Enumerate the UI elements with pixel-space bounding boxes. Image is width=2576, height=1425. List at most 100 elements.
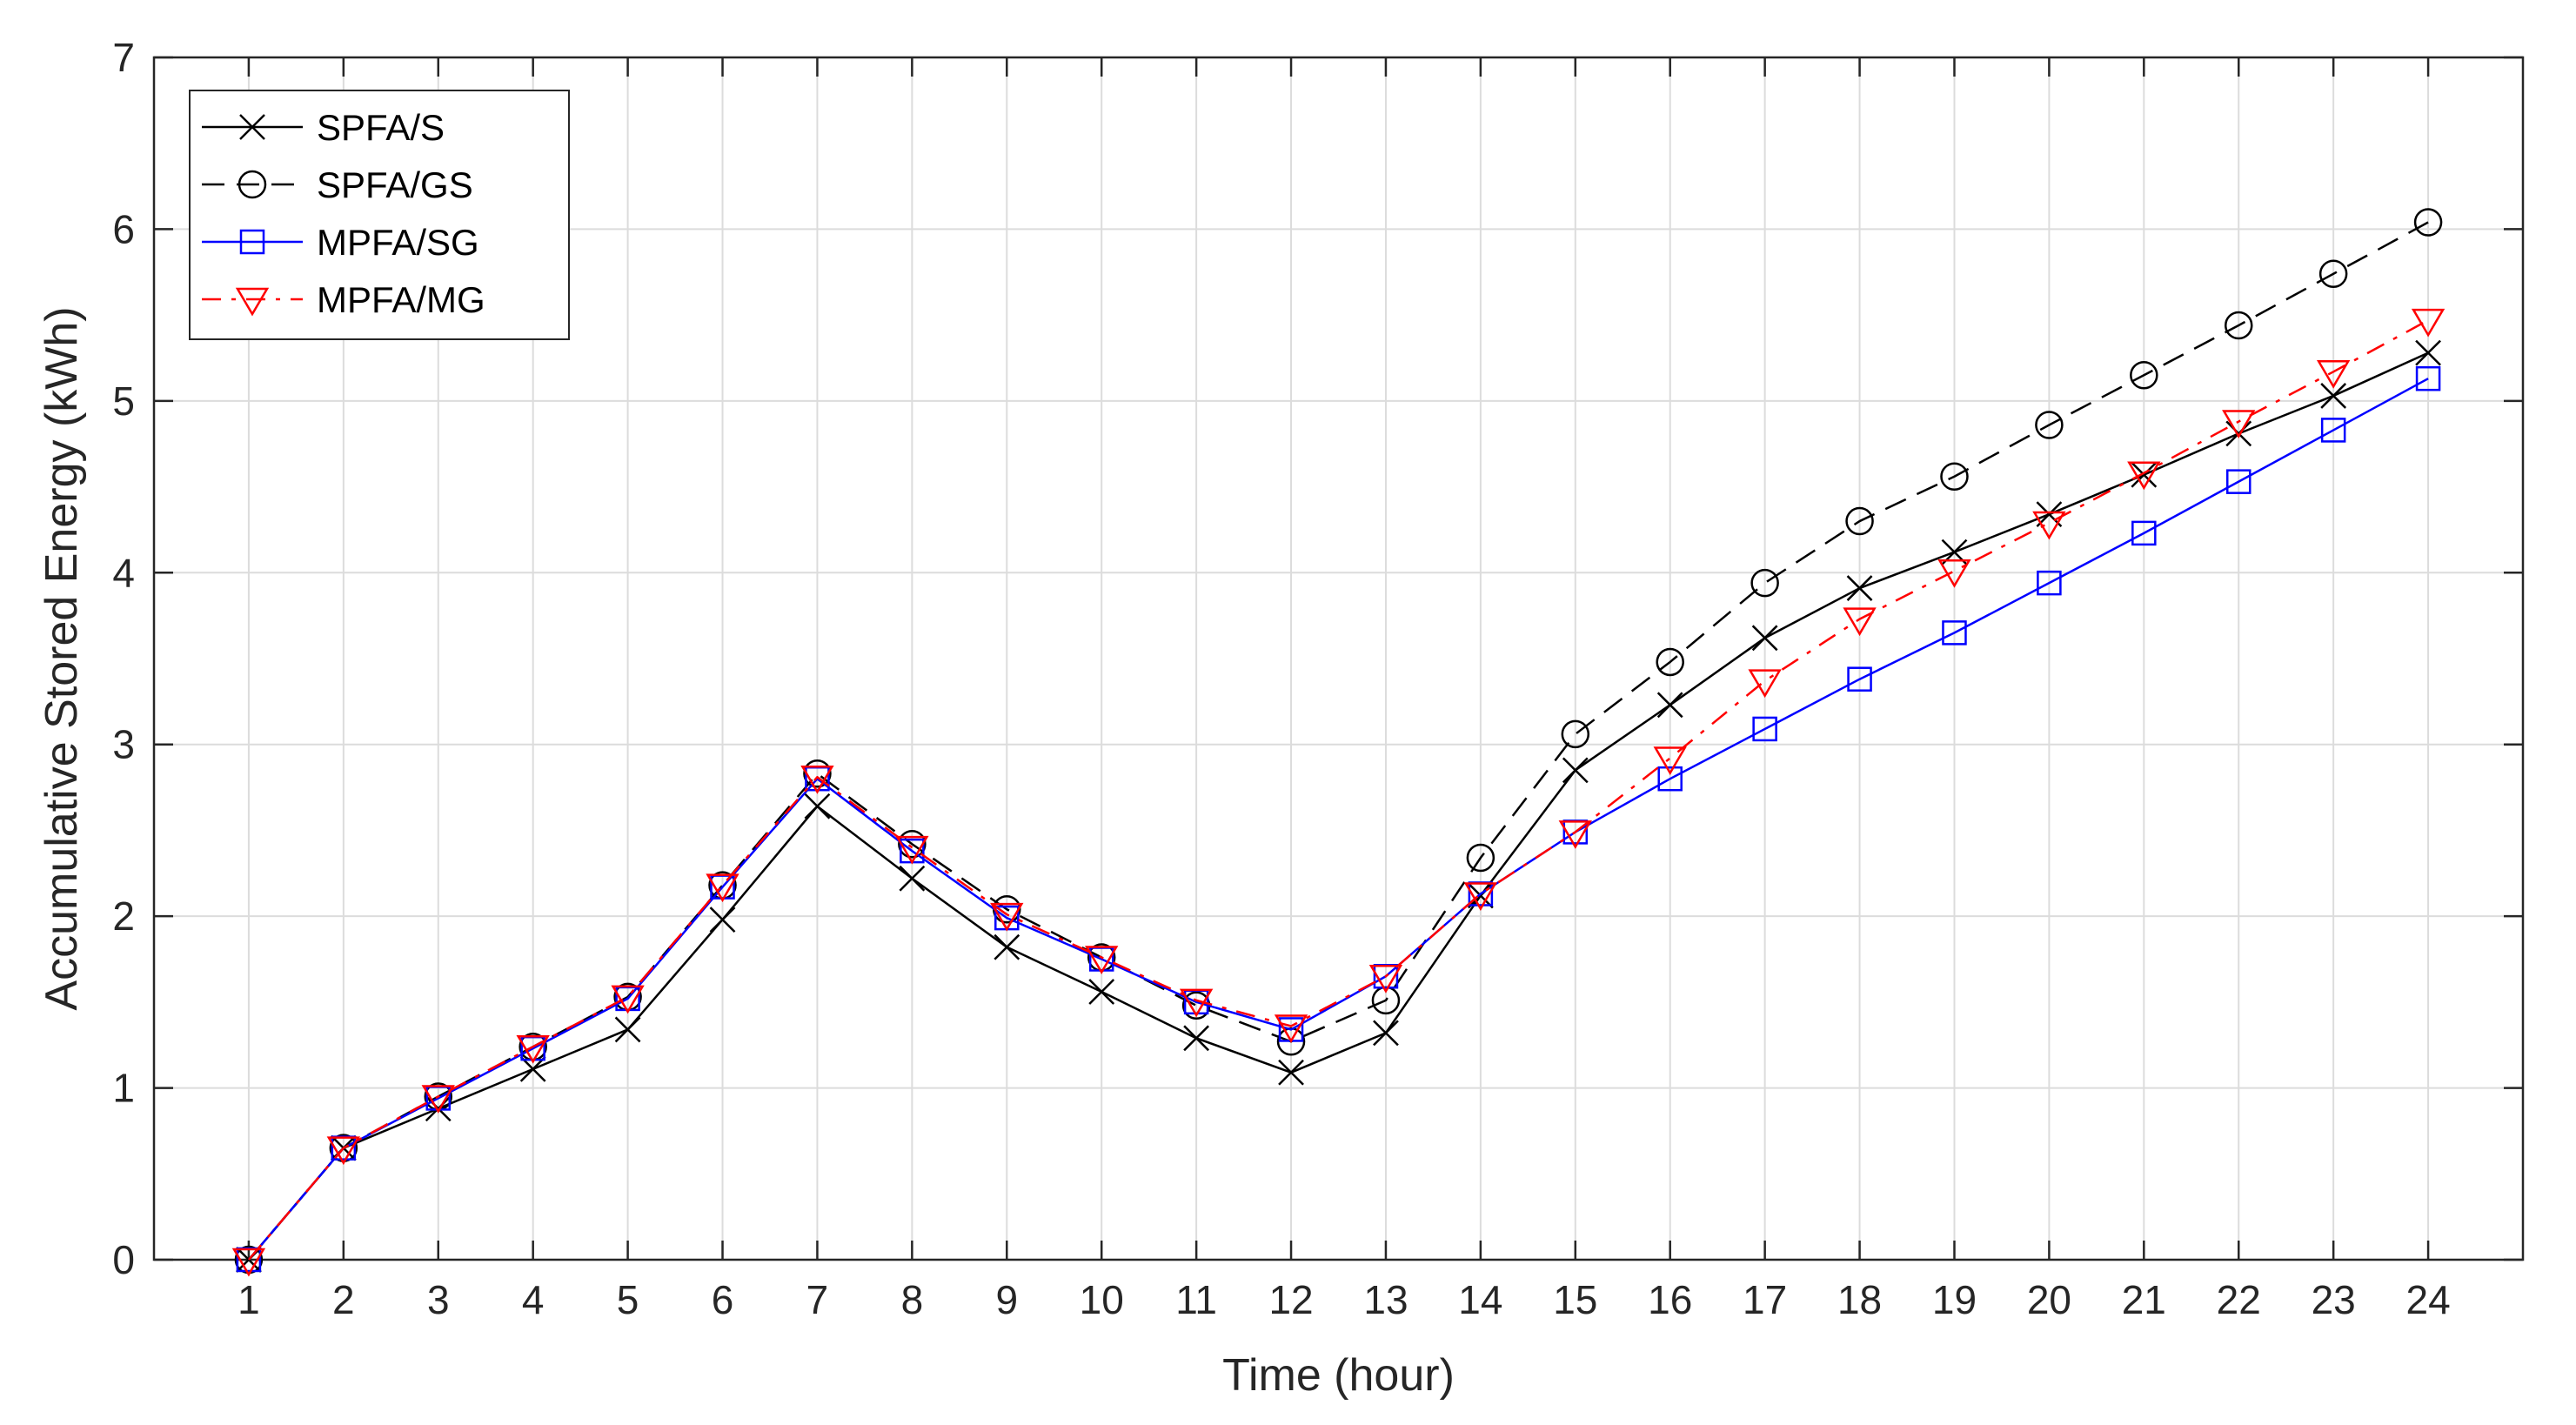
data-point-mpfa-mg xyxy=(2032,511,2066,540)
series-spfa-gs xyxy=(234,208,2443,1274)
legend-label: MPFA/SG xyxy=(317,222,479,263)
series-line-spfa-s xyxy=(247,351,2429,1261)
data-point-spfa-gs xyxy=(1845,506,1874,536)
data-point-mpfa-mg xyxy=(1274,1014,1308,1043)
x-tick-label: 15 xyxy=(1553,1277,1597,1322)
x-tick-label: 6 xyxy=(712,1277,734,1322)
data-point-mpfa-mg xyxy=(2127,461,2161,491)
marker-stroke xyxy=(2320,383,2347,409)
x-tick-label: 23 xyxy=(2312,1277,2356,1322)
data-point-mpfa-mg xyxy=(231,1248,266,1277)
data-point-mpfa-mg xyxy=(2222,410,2256,439)
x-tick-label: 4 xyxy=(522,1277,545,1322)
marker-stroke xyxy=(519,1055,546,1082)
x-tick-label: 18 xyxy=(1837,1277,1882,1322)
data-point-mpfa-mg xyxy=(1653,746,1687,775)
marker-stroke xyxy=(1846,575,1873,601)
data-point-spfa-gs xyxy=(803,759,832,788)
marker-stroke xyxy=(709,907,736,933)
y-tick-label: 0 xyxy=(112,1237,135,1282)
x-tick-label: 21 xyxy=(2122,1277,2166,1322)
data-point-spfa-s xyxy=(804,793,831,820)
x-tick-label: 22 xyxy=(2217,1277,2261,1322)
legend-marker xyxy=(239,114,265,140)
x-tick-label: 2 xyxy=(332,1277,355,1322)
marker-stroke xyxy=(1278,1059,1304,1086)
data-point-mpfa-mg xyxy=(706,873,739,903)
series-line-mpfa-sg xyxy=(247,378,2429,1261)
data-point-spfa-s xyxy=(2131,461,2158,488)
data-point-spfa-s xyxy=(2225,420,2252,447)
marker-stroke xyxy=(2131,461,2158,488)
data-point-mpfa-mg xyxy=(895,835,929,865)
y-tick-label: 2 xyxy=(112,893,135,939)
data-point-mpfa-mg xyxy=(1937,559,1971,588)
data-point-mpfa-mg xyxy=(2316,360,2351,389)
series-layer xyxy=(231,208,2446,1277)
series-spfa-s xyxy=(236,339,2441,1273)
x-tick-label: 19 xyxy=(1932,1277,1977,1322)
legend: SPFA/S SPFA/GS MPFA/SG MPFA/MG xyxy=(189,90,570,340)
legend-marker xyxy=(235,287,270,317)
marker-stroke xyxy=(239,114,265,140)
legend-item-spfa-gs: SPFA/GS xyxy=(202,164,473,205)
marker-stroke xyxy=(1088,979,1115,1005)
x-axis-title: Time (hour) xyxy=(1222,1350,1455,1401)
data-point-mpfa-sg xyxy=(1847,666,1872,692)
data-point-mpfa-mg xyxy=(516,1034,550,1064)
data-point-mpfa-mg xyxy=(1179,988,1214,1018)
legend-item-mpfa-sg: MPFA/SG xyxy=(202,222,479,263)
data-point-spfa-s xyxy=(2415,339,2441,366)
y-axis-title: Accumulative Stored Energy (kWh) xyxy=(37,306,87,1010)
data-point-spfa-s xyxy=(1088,979,1115,1005)
data-point-mpfa-sg xyxy=(1657,766,1683,792)
x-tick-label: 12 xyxy=(1268,1277,1313,1322)
marker-stroke xyxy=(1751,625,1778,652)
data-point-mpfa-mg xyxy=(1748,669,1782,699)
y-tick-label: 1 xyxy=(112,1066,135,1111)
marker-stroke xyxy=(2225,420,2252,447)
data-point-spfa-gs xyxy=(1466,843,1495,873)
series-line-mpfa-mg xyxy=(247,318,2429,1261)
x-tick-label: 14 xyxy=(1458,1277,1502,1322)
marker-stroke xyxy=(614,1016,641,1043)
x-tick-label: 16 xyxy=(1648,1277,1692,1322)
x-tick-label: 13 xyxy=(1363,1277,1408,1322)
marker-stroke xyxy=(1562,757,1589,784)
data-point-mpfa-sg xyxy=(2320,418,2346,443)
y-tick-label: 5 xyxy=(112,378,135,424)
marker-stroke xyxy=(1656,692,1683,719)
legend-label: MPFA/MG xyxy=(317,279,485,320)
plot-frame xyxy=(152,56,2525,1261)
x-tick-label: 5 xyxy=(617,1277,639,1322)
data-point-mpfa-sg xyxy=(2415,365,2441,391)
y-tick-label: 4 xyxy=(112,550,135,595)
data-point-mpfa-mg xyxy=(611,985,645,1014)
data-point-mpfa-sg xyxy=(1942,620,1967,646)
data-point-spfa-gs xyxy=(2224,311,2253,340)
x-tick-label: 9 xyxy=(995,1277,1018,1322)
marker-stroke xyxy=(1373,1020,1399,1047)
data-point-mpfa-mg xyxy=(1843,607,1877,637)
x-tick-label: 1 xyxy=(238,1277,260,1322)
data-point-spfa-gs xyxy=(2035,411,2064,439)
x-tick-label: 3 xyxy=(427,1277,450,1322)
data-point-mpfa-sg xyxy=(1752,716,1777,742)
x-tick-label: 7 xyxy=(806,1277,829,1322)
marker-stroke xyxy=(1183,1025,1210,1052)
data-point-spfa-s xyxy=(519,1055,546,1082)
data-point-spfa-s xyxy=(1751,625,1778,652)
data-point-spfa-s xyxy=(1562,757,1589,784)
series-mpfa-mg xyxy=(231,308,2446,1277)
data-point-spfa-s xyxy=(899,865,926,892)
data-point-mpfa-mg xyxy=(1463,882,1498,911)
x-tick-label: 8 xyxy=(901,1277,924,1322)
data-point-mpfa-mg xyxy=(421,1085,455,1114)
y-tick-label: 3 xyxy=(112,722,135,767)
data-point-spfa-s xyxy=(709,907,736,933)
data-point-spfa-gs xyxy=(1561,719,1590,749)
data-point-spfa-gs xyxy=(2413,208,2443,237)
marker-stroke xyxy=(899,865,926,892)
x-tick-label: 11 xyxy=(1175,1277,1217,1322)
